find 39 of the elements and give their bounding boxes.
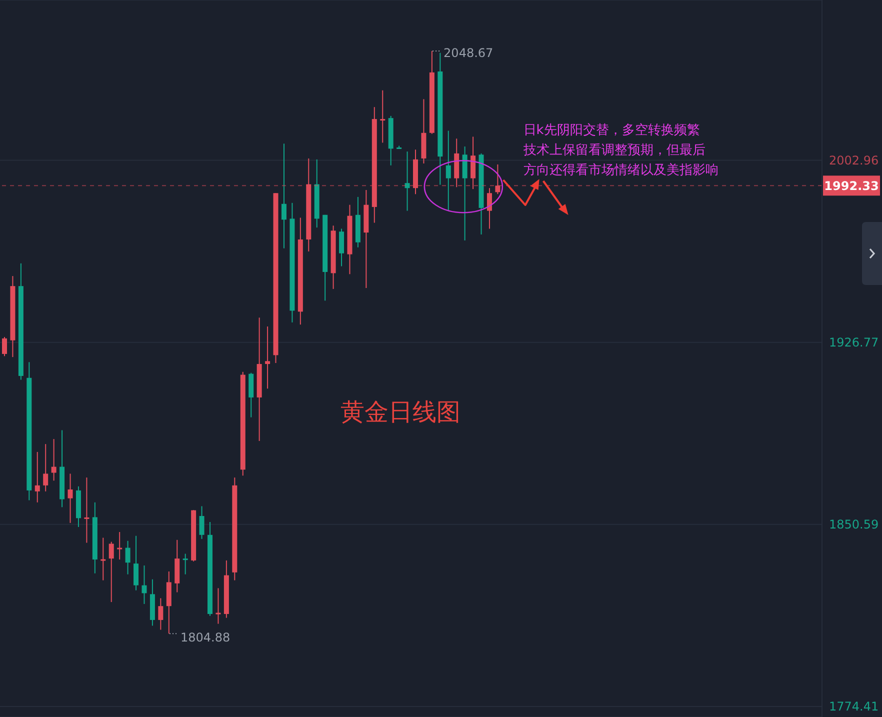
candlestick (486, 188, 492, 230)
candlestick (158, 598, 164, 630)
candlestick (265, 326, 270, 390)
candlestick (462, 146, 468, 241)
candlestick (281, 143, 286, 249)
candlestick (43, 444, 48, 492)
ref-line-label: 1992.33 (824, 178, 879, 193)
candlestick (108, 541, 114, 603)
candlestick (339, 228, 344, 267)
candlestick (125, 540, 130, 575)
candlestick (182, 553, 188, 575)
text: 黄金日线图 (340, 398, 460, 426)
candlestick (117, 532, 122, 560)
candlestick (100, 537, 106, 581)
candlestick (34, 451, 40, 503)
candlestick (380, 90, 386, 144)
candlestick (51, 438, 56, 482)
y-tick-label: 2002.96 (829, 153, 879, 168)
candlestick (470, 136, 476, 190)
candlestick (216, 588, 221, 624)
annotation: 2048.67 (444, 46, 494, 60)
candlestick (199, 506, 204, 540)
candlestick (68, 473, 73, 524)
candlestick (142, 564, 147, 604)
candlestick (248, 372, 254, 418)
candlestick (446, 130, 451, 212)
annotation: 1804.88 (180, 630, 230, 645)
candlestick (134, 535, 139, 591)
annotation: 日k先阴阳交替，多空转换频繁 (523, 122, 700, 138)
annotation: 方向还得看市场情绪以及美指影响 (523, 162, 718, 178)
candlestick (166, 570, 172, 634)
y-tick-label: 1926.77 (829, 336, 879, 350)
candlestick (84, 477, 90, 544)
y-tick-label: 1774.41 (829, 700, 879, 714)
candlestick (404, 151, 410, 212)
y-tick-label: 1850.59 (829, 518, 879, 532)
candlestick (495, 164, 500, 195)
annotation: 技术上保留看调整预期，但最后 (522, 142, 706, 158)
candlestick (2, 336, 7, 357)
